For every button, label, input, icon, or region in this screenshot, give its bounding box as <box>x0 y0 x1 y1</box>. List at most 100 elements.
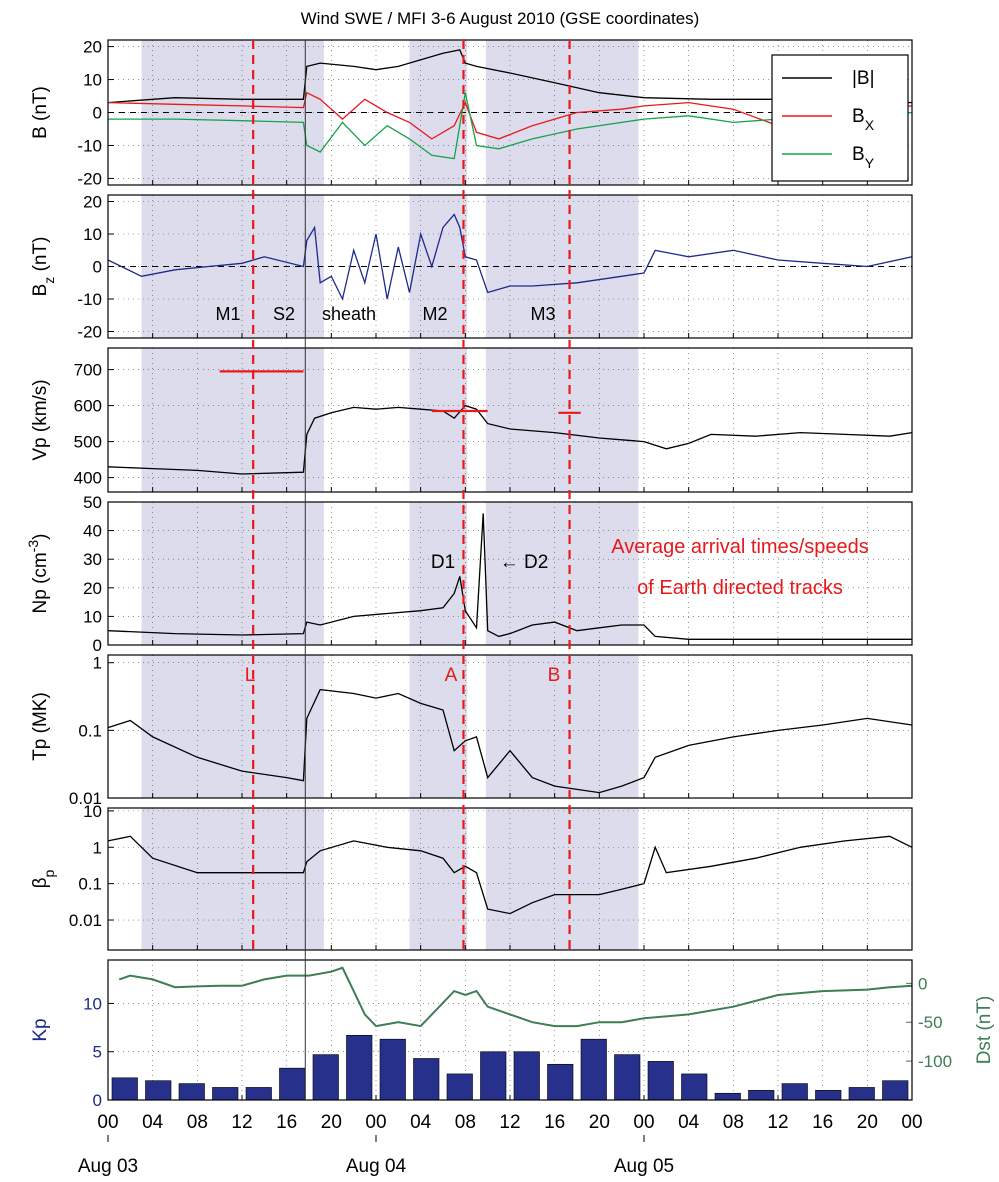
x-tick-label: 16 <box>276 1112 297 1133</box>
shaded-interval <box>409 348 468 492</box>
date-label: Aug 05 <box>614 1156 674 1177</box>
y-axis-label: Np (cm-3) <box>25 533 51 613</box>
region-label-M1: M1 <box>215 304 240 324</box>
y-tick-label: 1 <box>93 654 102 673</box>
annotation-D2: ← D2 <box>500 552 549 573</box>
x-tick-label: 08 <box>723 1112 744 1133</box>
y-tick-label: 0 <box>93 258 102 277</box>
kp-bar <box>413 1058 440 1101</box>
y-tick-label: 0.01 <box>69 911 102 930</box>
y-tick-label: 10 <box>83 994 102 1013</box>
kp-bar <box>480 1051 507 1101</box>
kp-bar <box>614 1054 641 1101</box>
dst-tick-label: -50 <box>918 1013 943 1032</box>
kp-bar <box>111 1077 138 1101</box>
panel-frame <box>107 654 913 799</box>
y-tick-label: 500 <box>74 433 102 452</box>
arrival-note-line1: Average arrival times/speeds <box>611 536 869 558</box>
x-tick-label: 20 <box>321 1112 342 1133</box>
kp-bar <box>279 1067 306 1101</box>
x-tick-label: 12 <box>767 1112 788 1133</box>
x-tick-label: 00 <box>633 1112 654 1133</box>
panel-Bz: -20 -10 0 10 20 Bz (nT) <box>30 193 913 342</box>
shaded-interval <box>485 808 639 950</box>
series-line-Np <box>107 513 912 640</box>
x-tick-label: 04 <box>142 1112 164 1133</box>
y-tick-label: 0 <box>93 1091 102 1110</box>
y-tick-label: 5 <box>93 1043 102 1062</box>
series-line-Vp <box>107 404 913 475</box>
x-tick-label: 20 <box>589 1112 610 1133</box>
y-tick-label: 0.1 <box>78 721 102 740</box>
panel-Kp: 0 5 10 -100 -50 0 Dst (nT) Kp <box>30 959 995 1110</box>
date-label: Aug 04 <box>346 1156 407 1177</box>
y-tick-label: -10 <box>77 136 102 155</box>
kp-bar <box>212 1087 239 1101</box>
panel-Vp: 400 500 600 700 Vp (km/s) <box>30 347 913 493</box>
panel-frame <box>107 194 913 339</box>
series-line-B-BX <box>107 91 913 140</box>
region-label-sheath: sheath <box>322 304 376 324</box>
track-label-A: A <box>445 665 458 686</box>
x-tick-label: 12 <box>231 1112 252 1133</box>
shaded-interval <box>409 502 468 645</box>
shaded-interval <box>141 655 324 798</box>
y-tick-label: 0 <box>93 104 102 123</box>
x-tick-label: 00 <box>901 1112 922 1133</box>
kp-bar <box>815 1090 842 1101</box>
y-axis-label: B (nT) <box>30 86 51 139</box>
track-label-B: B <box>548 665 561 686</box>
kp-bar <box>513 1051 540 1101</box>
dst-line <box>118 966 913 1028</box>
series-line-Bz <box>107 213 913 301</box>
y-tick-label: -20 <box>77 169 102 188</box>
y-tick-label: 20 <box>83 193 102 212</box>
track-label-L: L <box>245 665 256 686</box>
panel-frame <box>107 807 913 951</box>
dst-tick-label: -100 <box>918 1052 952 1071</box>
x-tick-label: 20 <box>857 1112 878 1133</box>
x-tick-label: 00 <box>365 1112 386 1133</box>
kp-bar <box>346 1035 373 1101</box>
kp-bar <box>882 1080 909 1101</box>
kp-bar <box>580 1038 607 1101</box>
legend-label: |B| <box>852 68 875 89</box>
y-tick-label: 20 <box>83 579 102 598</box>
kp-bar <box>446 1073 473 1101</box>
x-tick-label: 00 <box>97 1112 118 1133</box>
y-tick-label: 50 <box>83 493 102 512</box>
y-axis-label: Tp (MK) <box>30 692 51 761</box>
y-tick-label: 0.01 <box>69 789 102 808</box>
y-tick-label: 10 <box>83 802 102 821</box>
annotation-D1: D1 <box>431 552 455 573</box>
y-tick-label: -10 <box>77 290 102 309</box>
kp-bar <box>748 1090 775 1101</box>
kp-bar <box>178 1083 205 1101</box>
kp-bar <box>312 1054 339 1101</box>
kp-bar <box>379 1038 406 1101</box>
x-tick-label: 04 <box>410 1112 432 1133</box>
shaded-interval <box>485 348 639 492</box>
date-label: Aug 03 <box>78 1156 138 1177</box>
y-tick-label: 30 <box>83 550 102 569</box>
panel-Tp: 0.01 0.1 1 Tp (MK) <box>30 654 913 808</box>
y-axis-label: βp <box>30 869 57 888</box>
dst-tick-label: 0 <box>918 974 927 993</box>
series-line-Tp <box>107 688 913 794</box>
kp-bar <box>245 1087 272 1101</box>
series-line-B-B <box>107 49 913 104</box>
kp-bar <box>714 1092 741 1101</box>
region-label-S2: S2 <box>273 304 295 324</box>
y-tick-label: 10 <box>83 225 102 244</box>
y-tick-label: 10 <box>83 607 102 626</box>
y-tick-label: 600 <box>74 397 102 416</box>
kp-bar <box>647 1061 674 1101</box>
y-axis-label: Kp <box>30 1018 51 1041</box>
panel-frame <box>107 959 913 1101</box>
x-tick-label: 12 <box>499 1112 520 1133</box>
y-axis-label: Vp (km/s) <box>30 379 51 460</box>
shaded-interval <box>141 502 324 645</box>
series-line-beta <box>107 835 913 915</box>
x-tick-label: 16 <box>544 1112 565 1133</box>
